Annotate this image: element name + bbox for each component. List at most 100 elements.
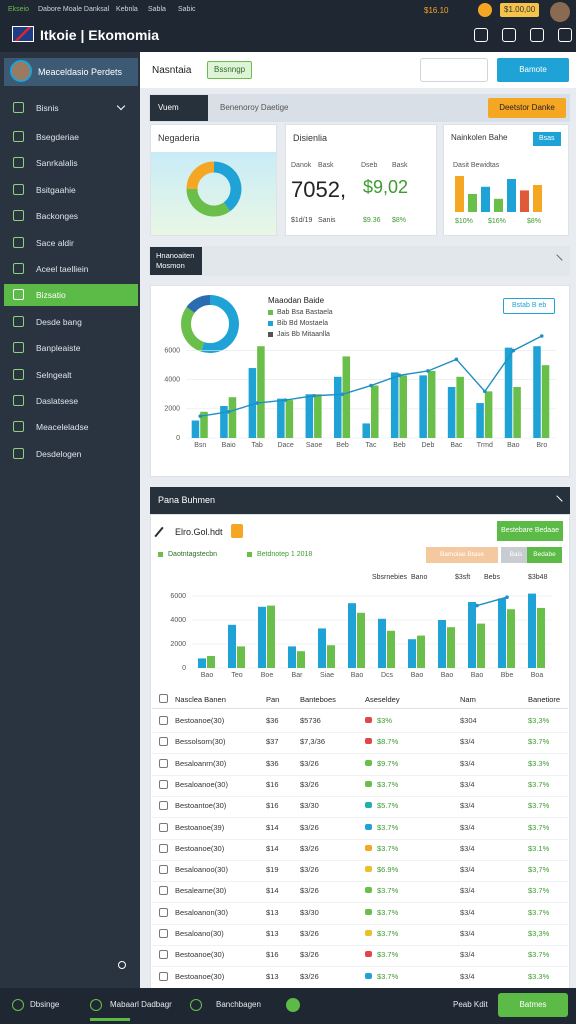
checkbox[interactable] [159,779,168,789]
menu-item[interactable]: Meaceleladse [36,422,89,433]
status-marker [365,866,372,873]
menu-item[interactable]: Desdelogen [36,448,82,459]
column-header: Nam [460,695,476,704]
panel-tab: Hnanoaiten Mosmon [150,247,202,275]
bottom-item[interactable]: Banchbagen [216,1000,261,1009]
bottom-button[interactable]: Batmes [498,993,568,1017]
table-cell: $14 [266,822,279,832]
toolbar-icon[interactable] [558,28,572,42]
price: $16.10 [424,6,449,15]
filter-button[interactable]: Bamolae Btase [426,547,498,563]
checkbox[interactable] [159,737,168,747]
header-rule [152,708,568,709]
table-cell: $9.7% [377,758,399,768]
top-link[interactable]: Ekseio [8,6,30,13]
panel-body [150,514,570,990]
table-cell: $5736 [300,716,321,725]
menu-item[interactable]: Desde bang [36,316,82,327]
checkbox[interactable] [159,929,168,938]
table-cell: $3/4 [460,971,475,981]
menu-item[interactable]: Banpleaiste [36,343,81,354]
checkbox[interactable] [159,758,168,768]
table-cell: $3,3% [528,929,550,938]
status-marker [365,717,372,723]
menu-icon [13,157,24,169]
menu-item[interactable]: Selngealt [36,369,72,380]
table-cell: $3.3% [528,971,550,981]
table-cell: Bestoanoe(30) [175,971,225,981]
table-cell: $3/4 [460,929,475,938]
table-cell: Besalearne(30) [175,886,227,896]
header-tag: Bssnngp [207,61,253,79]
bottom-item[interactable]: Dbsinge [30,1000,60,1009]
legend-swatch [247,552,252,557]
card-title: Nainkolen Bahe [451,133,508,142]
menu-item[interactable]: Sace aldir [36,237,74,248]
status-marker [365,930,372,936]
status-marker [365,972,372,979]
checkbox[interactable] [159,886,168,896]
top-link[interactable]: Kebnla [116,6,138,13]
panel-button[interactable]: Bestebare Bedaae [497,521,563,541]
row-rule [152,838,568,840]
table-cell: $3/30 [300,801,319,811]
row-rule [152,817,568,819]
card-button[interactable]: Bsas [533,132,561,146]
row-rule [152,795,568,797]
toolbar-icon[interactable] [530,28,544,42]
bottom-icon [190,999,202,1011]
checkbox[interactable] [159,801,168,811]
card-title: Disienlia [293,133,328,143]
checkbox[interactable] [159,971,168,981]
menu-item[interactable]: Bsitgaahie [36,184,76,195]
legend-swatch [268,332,273,337]
table-cell: $3.7% [528,907,550,917]
checkbox[interactable] [159,716,168,725]
table-cell: $36 [266,716,279,725]
menu-item[interactable]: Aceel taelliein [36,264,89,274]
toolbar-icon[interactable] [474,28,488,42]
checkbox[interactable] [159,822,168,832]
checkbox[interactable] [159,694,168,703]
page-title: Nasntaia [152,65,192,76]
table-cell: $5.7% [377,801,399,811]
checkbox[interactable] [159,843,168,853]
table-cell: Bestoantoe(30) [175,801,227,811]
filter-button[interactable]: Bedabe [527,547,562,563]
checkbox[interactable] [159,950,168,960]
bottom-icon [286,998,300,1012]
profile-name: Meaceldasio Perdets [38,67,123,77]
menu-item[interactable]: Bisnis [36,103,59,113]
status-marker [365,908,372,915]
menu-item[interactable]: Daslatsese [36,396,79,406]
stat-item: $3b48 [528,574,548,581]
table-cell: $14 [266,886,279,896]
search-box[interactable] [420,58,488,82]
status-marker [365,780,372,787]
menu-item[interactable]: Bizsatio [36,290,66,301]
table-cell: $3/26 [300,758,319,768]
card-image [151,152,276,235]
stat-item: $3sft [455,574,471,581]
edit-label: Elro.Gol.hdt [175,527,223,537]
top-link[interactable]: Dabore Moale Danksal [38,6,110,13]
menu-active [4,284,138,307]
panel-subtitle: Benenoroy Daetige [220,103,289,112]
top-link[interactable]: Sabic [178,6,196,13]
table-cell: $3/26 [300,950,319,960]
menu-item[interactable]: Sanrkalalis [36,158,78,169]
bottom-item[interactable]: Mabaarl Dadbagr [110,1000,172,1009]
header-button[interactable]: Bamote [497,58,569,82]
legend-item: Bib Bd Mostaela [277,320,328,327]
top-link[interactable]: Sabla [148,6,166,13]
table-cell: $3% [377,716,393,725]
status-marker [365,951,372,958]
filter-button[interactable]: Bais [501,547,531,563]
checkbox[interactable] [159,907,168,917]
panel-button[interactable]: Deetstor Danke [488,98,566,118]
menu-item[interactable]: Backonges [36,211,79,222]
toolbar-icon[interactable] [502,28,516,42]
menu-item[interactable]: Bsegderiae [36,132,80,142]
checkbox[interactable] [159,865,168,875]
